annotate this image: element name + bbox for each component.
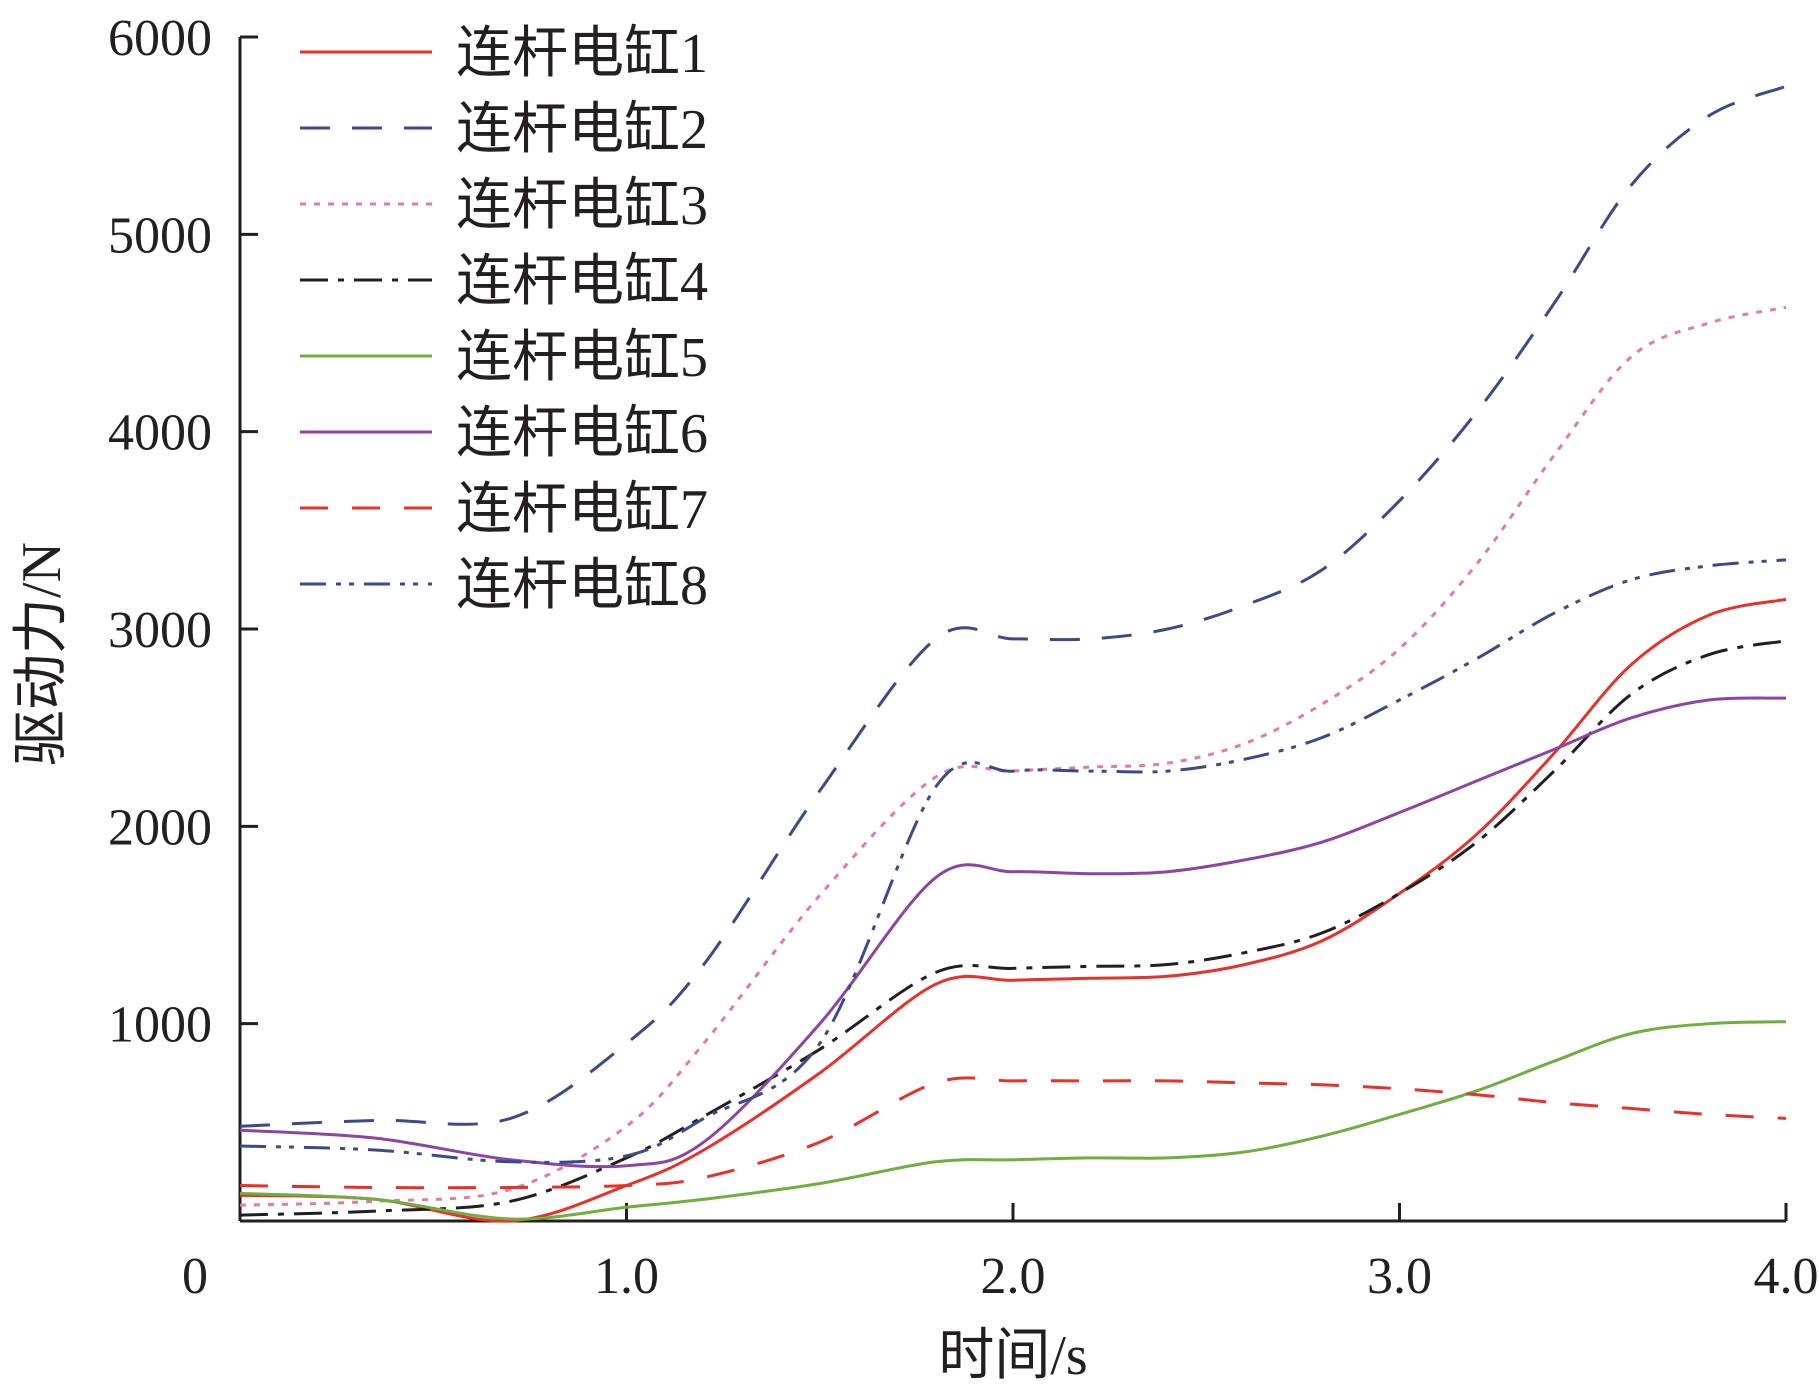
x-tick-label: 3.0 [1367,1248,1432,1305]
y-tick-label: 1000 [108,997,212,1054]
series-line-3 [239,305,1787,1207]
legend-label-7: 连杆电缸7 [456,479,708,541]
origin-label: 0 [182,1248,208,1305]
y-tick-label: 2000 [108,799,212,856]
series-line-5 [239,1020,1787,1221]
y-axis-title: 驱动力/N [11,542,73,766]
x-tick-label: 1.0 [594,1248,659,1305]
series-line-1 [239,597,1787,1223]
x-tick-label: 2.0 [981,1248,1046,1305]
y-tick-label: 5000 [108,207,212,264]
y-tick-label: 6000 [108,10,212,67]
series-line-7 [239,1076,1787,1190]
series-line-4 [239,639,1787,1217]
y-axis-ticks: 1000 2000 3000 4000 5000 6000 [108,10,258,1054]
x-tick-label: 4.0 [1754,1248,1819,1305]
series-line-2 [239,84,1787,1128]
x-axis-ticks: 1.0 2.0 3.0 4.0 [594,1203,1819,1305]
legend-label-4: 连杆电缸4 [456,251,708,313]
legend-label-8: 连杆电缸8 [456,555,708,617]
series-line-6 [239,696,1787,1169]
legend-label-5: 连杆电缸5 [456,327,708,389]
legend-label-1: 连杆电缸1 [456,23,708,85]
legend-label-6: 连杆电缸6 [456,403,708,465]
x-axis-title: 时间/s [938,1325,1087,1387]
series-lines [239,84,1787,1223]
legend-label-2: 连杆电缸2 [456,99,708,161]
legend-label-3: 连杆电缸3 [456,175,708,237]
series-line-8 [239,558,1787,1164]
y-tick-label: 4000 [108,405,212,462]
legend: 连杆电缸1 连杆电缸2 连杆电缸3 连杆电缸4 连杆电缸5 连杆电缸6 连杆电缸7 连杆电缸8 [300,23,708,617]
y-tick-label: 3000 [108,602,212,659]
